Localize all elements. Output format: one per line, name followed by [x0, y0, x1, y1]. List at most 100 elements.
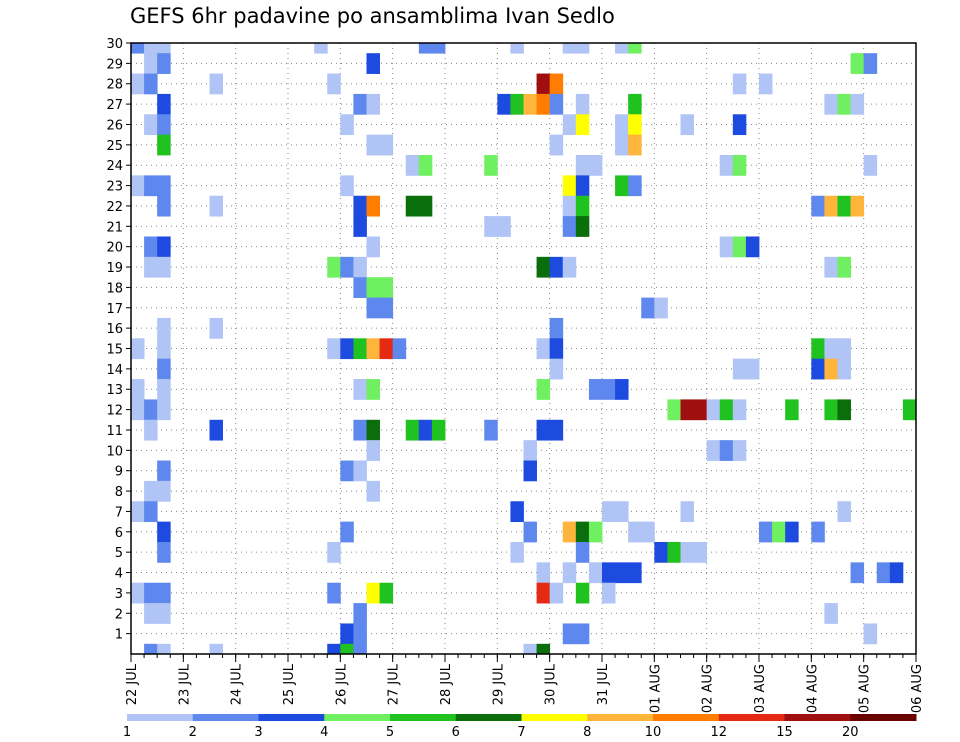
heatmap-cell	[327, 256, 341, 278]
heatmap-cell	[824, 195, 838, 217]
heatmap-cell	[837, 93, 851, 115]
color-bar-segment	[653, 714, 720, 721]
heatmap-cell	[340, 175, 354, 197]
heatmap-cell	[811, 195, 825, 217]
heatmap-cell	[549, 134, 564, 156]
heatmap-cell	[536, 256, 551, 278]
color-bar-label: 15	[776, 725, 793, 740]
heatmap-cell	[837, 256, 851, 278]
heatmap-cell	[510, 93, 524, 115]
heatmap-cell	[680, 501, 694, 523]
heatmap-cell	[144, 73, 158, 95]
heatmap-cell	[641, 297, 655, 319]
color-bar-label: 7	[517, 725, 525, 740]
heatmap-cell	[144, 582, 158, 604]
heatmap-cell	[628, 562, 642, 584]
heatmap-cell	[144, 114, 158, 136]
heatmap-cell	[327, 541, 341, 563]
heatmap-cell	[157, 338, 171, 360]
plot-frame	[130, 42, 917, 655]
heatmap-cell	[484, 155, 498, 176]
heatmap-cell	[837, 501, 851, 523]
heatmap-cell	[562, 521, 577, 543]
x-tick-label: 29 JUL	[491, 663, 506, 705]
heatmap-cell	[902, 399, 917, 421]
x-tick-label: 27 JUL	[387, 663, 402, 705]
heatmap-cell	[157, 358, 171, 380]
heatmap-cell	[510, 541, 524, 563]
heatmap-cell	[209, 419, 223, 441]
heatmap-cell	[131, 73, 145, 95]
heatmap-cell	[615, 43, 629, 54]
heatmap-cell	[366, 236, 380, 258]
heatmap-cell	[379, 338, 394, 360]
color-bar-label: 1	[123, 725, 131, 740]
heatmap-cell	[732, 73, 747, 95]
heatmap-cell	[340, 256, 354, 278]
x-tick-label: 25 JUL	[282, 663, 297, 705]
y-tick-label: 26	[106, 118, 123, 133]
heatmap-cell	[732, 399, 747, 421]
y-tick-label: 19	[106, 261, 123, 276]
heatmap-cell	[863, 53, 878, 74]
heatmap-cell	[144, 256, 158, 278]
heatmap-cell	[628, 43, 642, 54]
heatmap-cell	[157, 521, 171, 543]
color-bar-label: 8	[583, 725, 591, 740]
heatmap-cell	[353, 216, 367, 237]
heatmap-cell	[157, 379, 171, 400]
heatmap-cell	[615, 175, 629, 197]
heatmap-cell	[157, 603, 171, 624]
heatmap-cell	[157, 460, 171, 482]
color-bar-label: 5	[386, 725, 394, 740]
heatmap-cell	[549, 317, 564, 339]
heatmap-cell	[549, 358, 564, 380]
heatmap-cell	[824, 358, 838, 380]
heatmap-cell	[144, 175, 158, 197]
heatmap-cell	[157, 541, 171, 563]
heatmap-cell	[340, 623, 354, 645]
heatmap-cell	[628, 134, 642, 156]
heatmap-cell	[536, 338, 551, 360]
heatmap-cell	[144, 236, 158, 258]
heatmap-cell	[314, 43, 328, 54]
heatmap-cell	[484, 419, 498, 441]
heatmap-cell	[536, 419, 551, 441]
y-tick-label: 16	[106, 322, 123, 337]
heatmap-cell	[353, 460, 367, 482]
heatmap-cell	[628, 93, 642, 115]
heatmap-cell	[340, 521, 354, 543]
heatmap-cell	[719, 236, 734, 258]
heatmap-cell	[759, 521, 773, 543]
heatmap-cell	[824, 256, 838, 278]
heatmap-cell	[719, 155, 734, 176]
heatmap-cell	[510, 501, 524, 523]
heatmap-cell	[523, 643, 537, 655]
heatmap-cell	[405, 195, 420, 217]
heatmap-cell	[366, 134, 380, 156]
heatmap-cell	[523, 440, 537, 461]
heatmap-cell	[353, 338, 367, 360]
heatmap-cell	[366, 195, 380, 217]
heatmap-cell	[131, 582, 145, 604]
heatmap-cell	[693, 399, 708, 421]
heatmap-cell	[353, 419, 367, 441]
heatmap-cell	[209, 643, 223, 655]
x-tick-label: 30 JUL	[544, 663, 559, 705]
heatmap-cell	[759, 73, 773, 95]
heatmap-cell	[549, 582, 564, 604]
x-axis: 22 JUL 23 JUL 24 JUL 25 JUL 26 JUL 27 JUL 28 J…	[125, 654, 925, 713]
color-bar-segment	[127, 714, 194, 721]
heatmap-cell	[157, 195, 171, 217]
heatmap-cell	[327, 582, 341, 604]
y-tick-label: 14	[106, 363, 123, 378]
color-bar: 1 2 3 4 5 6 7 8 10 12 15 20	[123, 714, 917, 740]
y-axis: 1234567891011121314151617181920212223242…	[106, 37, 131, 643]
heatmap-cell	[602, 379, 616, 400]
y-tick-label: 10	[106, 444, 123, 459]
heatmap-cell	[602, 582, 616, 604]
heatmap-cell	[615, 562, 629, 584]
heatmap-cell	[588, 155, 603, 176]
heatmap-cell	[536, 562, 551, 584]
